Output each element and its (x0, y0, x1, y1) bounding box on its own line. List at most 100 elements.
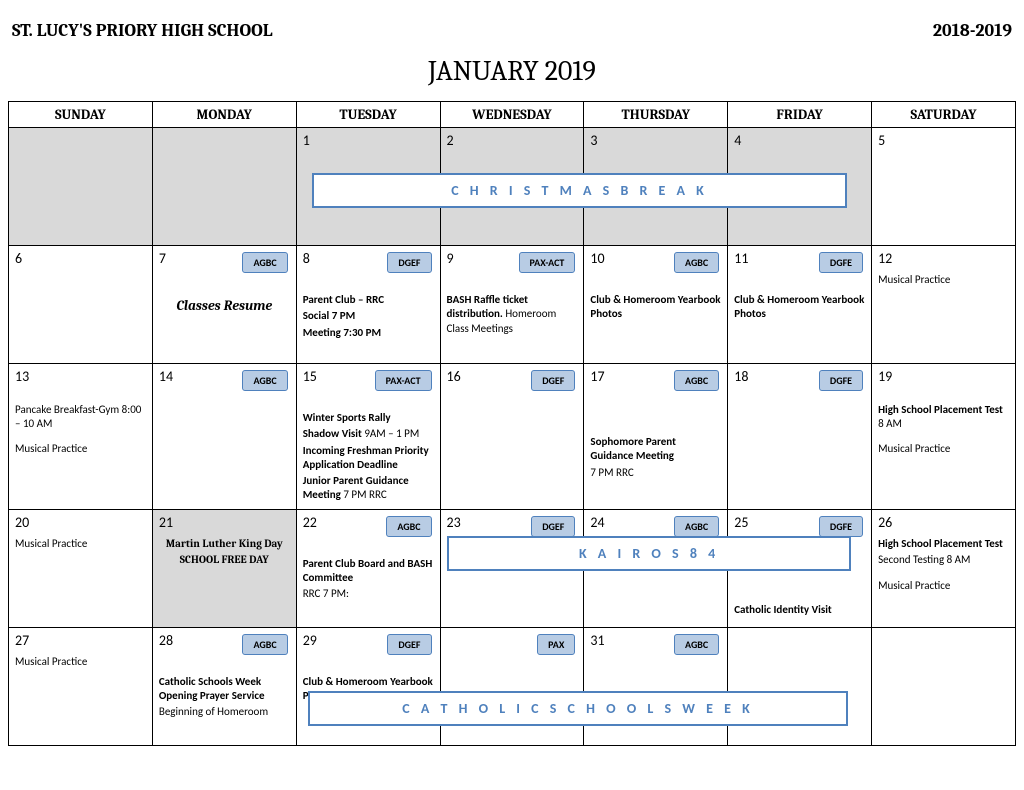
schedule-badge: AGBC (674, 516, 719, 537)
event-text: Parent Club Board and BASH Committee (303, 557, 434, 586)
event-text: Musical Practice (878, 442, 1009, 456)
empty-day (728, 627, 872, 745)
event-text: Musical Practice (15, 655, 146, 669)
day-cell: 17 AGBC Sophomore Parent Guidance Meetin… (584, 364, 728, 510)
day-cell: 26 High School Placement Test Second Tes… (872, 509, 1016, 627)
day-cell: 8 DGEF Parent Club – RRC Social 7 PM Mee… (296, 246, 440, 364)
event-text: High School Placement Test (878, 537, 1009, 551)
day-cell: 9 PAX-ACT BASH Raffle ticket distributio… (440, 246, 584, 364)
day-cell: 21 Martin Luther King Day SCHOOL FREE DA… (152, 509, 296, 627)
school-name: ST. LUCY'S PRIORY HIGH SCHOOL (12, 20, 272, 41)
event-text: Beginning of Homeroom (159, 705, 290, 719)
banner-catholic-schools-week: C A T H O L I C S C H O O L S W E E K (308, 691, 847, 726)
day-cell: 14 AGBC (152, 364, 296, 510)
event-text: Musical Practice (878, 579, 1009, 593)
calendar-wrap: SUNDAY MONDAY TUESDAY WEDNESDAY THURSDAY… (8, 101, 1016, 746)
event-text: Parent Club – RRC (303, 293, 434, 307)
schedule-badge: DGFE (819, 252, 863, 273)
day-header: MONDAY (152, 102, 296, 128)
schedule-badge: AGBC (242, 634, 287, 655)
event-text: Martin Luther King Day (159, 537, 290, 551)
day-number: 5 (878, 132, 1009, 149)
schedule-badge: AGBC (242, 370, 287, 391)
day-cell: 12 Musical Practice (872, 246, 1016, 364)
event-text: SCHOOL FREE DAY (159, 553, 290, 567)
day-number: 2 (447, 132, 578, 149)
banner-kairos: K A I R O S 8 4 (447, 536, 850, 571)
day-header: SUNDAY (9, 102, 153, 128)
event-text: Second Testing 8 AM (878, 553, 1009, 567)
day-cell: 28 AGBC Catholic Schools Week Opening Pr… (152, 627, 296, 745)
schedule-badge: PAX-ACT (519, 252, 576, 273)
event-text: Catholic Identity Visit (734, 603, 865, 617)
classes-resume: Classes Resume (159, 297, 290, 314)
day-headers: SUNDAY MONDAY TUESDAY WEDNESDAY THURSDAY… (9, 102, 1016, 128)
schedule-badge: DGEF (387, 634, 431, 655)
schedule-badge: AGBC (242, 252, 287, 273)
day-cell: 31 AGBC (584, 627, 728, 745)
day-header: SATURDAY (872, 102, 1016, 128)
day-header: WEDNESDAY (440, 102, 584, 128)
event-text: 9AM – 1 PM (364, 427, 419, 440)
day-cell: 16 DGEF (440, 364, 584, 510)
day-cell: PAX (440, 627, 584, 745)
day-cell: 22 AGBC Parent Club Board and BASH Commi… (296, 509, 440, 627)
event-text: Winter Sports Rally (303, 411, 434, 425)
day-number: 19 (878, 368, 1009, 385)
event-text: 7 PM RRC (343, 488, 386, 501)
event-text: Sophomore Parent Guidance Meeting (590, 435, 721, 464)
event-text: Musical Practice (15, 537, 146, 551)
event-text: Club & Homeroom Yearbook Photos (734, 293, 865, 322)
event-text: RRC 7 PM: (303, 587, 434, 601)
day-header: THURSDAY (584, 102, 728, 128)
schedule-badge: AGBC (674, 252, 719, 273)
schedule-badge: DGEF (531, 370, 575, 391)
event-text: Incoming Freshman Priority Application D… (303, 444, 434, 473)
day-header: FRIDAY (728, 102, 872, 128)
schedule-badge: DGEF (531, 516, 575, 537)
event-text: 8 AM (878, 417, 902, 430)
schedule-badge: AGBC (674, 370, 719, 391)
day-cell: 11 DGFE Club & Homeroom Yearbook Photos (728, 246, 872, 364)
day-number: 13 (15, 368, 146, 385)
day-cell: 27 Musical Practice (9, 627, 153, 745)
event-text: Club & Homeroom Yearbook Photos (590, 293, 721, 322)
event-text: Social 7 PM (303, 309, 434, 323)
day-cell: 5 (872, 128, 1016, 246)
day-number: 20 (15, 514, 146, 531)
banner-christmas-break: C H R I S T M A S B R E A K (312, 173, 846, 208)
empty-day (152, 128, 296, 246)
event-text: Musical Practice (878, 273, 1009, 287)
month-title: JANUARY 2019 (8, 47, 1016, 101)
page-header: ST. LUCY'S PRIORY HIGH SCHOOL 2018-2019 (8, 20, 1016, 47)
day-cell: 13 Pancake Breakfast-Gym 8:00 – 10 AM Mu… (9, 364, 153, 510)
week-row: 13 Pancake Breakfast-Gym 8:00 – 10 AM Mu… (9, 364, 1016, 510)
event-text: Meeting 7:30 PM (303, 326, 434, 340)
day-cell: 19 High School Placement Test 8 AM Music… (872, 364, 1016, 510)
schedule-badge: AGBC (674, 634, 719, 655)
school-year: 2018-2019 (933, 20, 1012, 41)
event-text: Musical Practice (15, 442, 146, 456)
day-cell: 15 PAX-ACT Winter Sports Rally Shadow Vi… (296, 364, 440, 510)
week-row: 6 7 AGBC Classes Resume 8 DGEF Parent Cl… (9, 246, 1016, 364)
schedule-badge: AGBC (386, 516, 431, 537)
schedule-badge: DGFE (819, 516, 863, 537)
day-cell: 6 (9, 246, 153, 364)
day-number: 27 (15, 632, 146, 649)
day-cell: 29 DGEF Club & Homeroom Yearbook Photos (296, 627, 440, 745)
day-number: 26 (878, 514, 1009, 531)
event-text: 7 PM RRC (590, 466, 721, 480)
empty-day (872, 627, 1016, 745)
day-cell: 7 AGBC Classes Resume (152, 246, 296, 364)
schedule-badge: DGFE (819, 370, 863, 391)
event-text: Pancake Breakfast-Gym 8:00 – 10 AM (15, 403, 146, 432)
schedule-badge: PAX-ACT (375, 370, 432, 391)
day-number: 21 (159, 514, 290, 531)
empty-day (9, 128, 153, 246)
schedule-badge: DGEF (387, 252, 431, 273)
day-number: 3 (590, 132, 721, 149)
week-row: 27 Musical Practice 28 AGBC Catholic Sch… (9, 627, 1016, 745)
day-number: 12 (878, 250, 1009, 267)
schedule-badge: PAX (537, 634, 575, 655)
day-cell: 18 DGFE (728, 364, 872, 510)
